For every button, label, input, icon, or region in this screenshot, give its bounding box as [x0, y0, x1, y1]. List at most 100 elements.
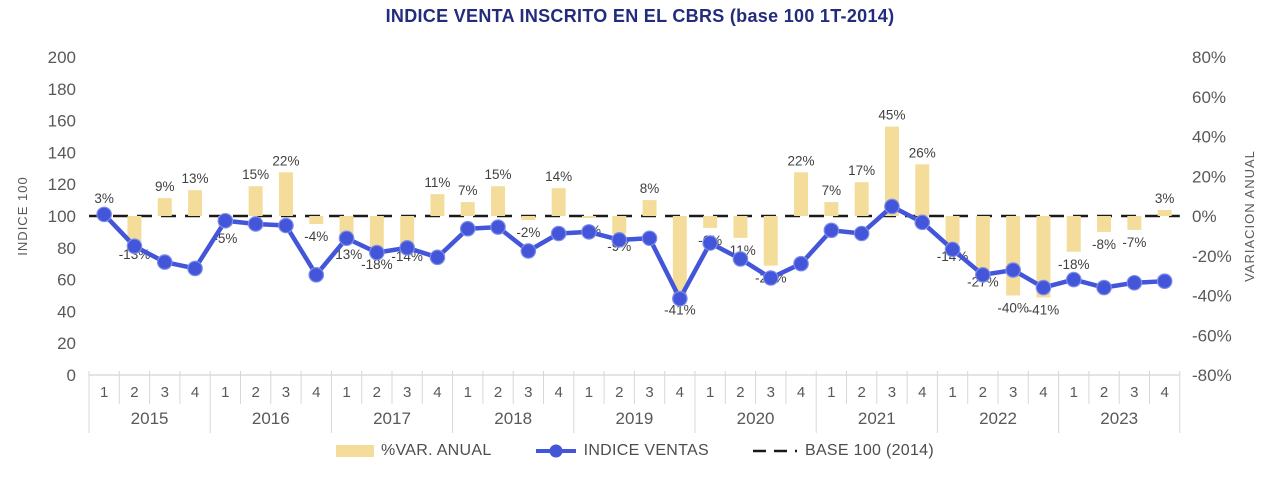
var-anual-bar — [157, 198, 172, 216]
left-axis-tick-label: 200 — [48, 48, 76, 67]
var-anual-bar — [612, 216, 627, 234]
var-anual-bar — [369, 216, 384, 252]
var-anual-bar — [521, 216, 536, 220]
line-marker — [247, 216, 264, 232]
left-axis-tick-label: 0 — [67, 366, 76, 385]
quarter-tick-label: 4 — [918, 384, 926, 401]
dash-swatch-icon — [752, 449, 797, 453]
var-anual-bar — [278, 172, 293, 216]
var-anual-bar — [1097, 216, 1112, 232]
legend-item-indice-ventas: INDICE VENTAS — [534, 442, 709, 460]
right-axis-tick-label: 60% — [1192, 88, 1226, 107]
bar-value-label: -41% — [1028, 302, 1060, 317]
legend-item-base-100: BASE 100 (2014) — [751, 442, 934, 460]
bar-value-label: 3% — [1155, 191, 1175, 206]
line-marker — [914, 214, 931, 231]
right-axis-tick-label: -20% — [1192, 247, 1232, 266]
line-marker — [459, 220, 476, 237]
var-anual-bar — [915, 164, 930, 216]
line-marker — [490, 219, 506, 235]
bar-value-label: -2% — [516, 225, 540, 240]
bar-value-label: -7% — [1122, 235, 1146, 250]
quarter-tick-label: 3 — [888, 384, 896, 401]
year-tick-label: 2020 — [737, 409, 775, 428]
bar-value-label: 26% — [909, 145, 936, 160]
bar-value-label: 11% — [424, 175, 450, 190]
quarter-tick-label: 3 — [161, 384, 169, 401]
left-axis-tick-label: 20 — [57, 334, 76, 353]
line-marker — [369, 244, 385, 261]
var-anual-bar — [1066, 216, 1081, 252]
var-anual-bar — [551, 188, 566, 216]
line-marker — [1126, 274, 1143, 291]
bar-value-label: 15% — [485, 167, 512, 182]
quarter-tick-label: 2 — [1100, 384, 1108, 401]
legend-label: INDICE VENTAS — [583, 442, 709, 459]
var-anual-bar — [672, 216, 687, 298]
quarter-tick-label: 1 — [342, 384, 350, 401]
right-axis-tick-label: -80% — [1192, 366, 1232, 385]
var-anual-bar — [188, 190, 203, 216]
bar-value-label: 7% — [822, 183, 842, 198]
var-anual-bar — [1006, 216, 1021, 296]
bar-value-label: 9% — [155, 179, 175, 194]
right-axis-tick-label: -60% — [1192, 326, 1232, 345]
quarter-tick-label: 3 — [645, 384, 653, 401]
quarter-tick-label: 1 — [221, 384, 229, 401]
line-marker — [1065, 271, 1082, 288]
bar-value-label: -40% — [997, 301, 1029, 316]
quarter-tick-label: 4 — [312, 384, 320, 401]
line-marker — [944, 241, 961, 258]
chart-title: INDICE VENTA INSCRITO EN EL CBRS (base 1… — [385, 6, 895, 26]
quarter-tick-label: 4 — [554, 384, 562, 401]
left-axis-tick-label: 60 — [57, 271, 76, 290]
quarter-tick-label: 2 — [857, 384, 865, 401]
var-anual-bar — [430, 194, 445, 216]
bar-value-label: 7% — [458, 183, 478, 198]
var-anual-bar — [975, 216, 990, 270]
quarter-tick-label: 1 — [464, 384, 472, 401]
var-anual-bar — [491, 186, 506, 216]
left-axis-tick-label: 120 — [48, 175, 76, 194]
line-marker — [581, 224, 597, 240]
quarter-tick-label: 4 — [191, 384, 199, 401]
quarter-tick-label: 3 — [524, 384, 532, 401]
line-marker — [550, 225, 567, 242]
legend-item-var-anual: %VAR. ANUAL — [335, 442, 492, 460]
var-anual-bar — [400, 216, 415, 244]
bar-value-label: 17% — [848, 163, 875, 178]
bar-value-label: -41% — [664, 302, 696, 317]
line-marker — [1005, 262, 1021, 278]
bar-value-label: -4% — [304, 229, 328, 244]
bar-value-label: -18% — [1058, 257, 1090, 272]
right-axis-tick-label: 0% — [1192, 207, 1217, 226]
var-anual-bar — [248, 186, 263, 216]
line-marker — [429, 249, 446, 266]
var-anual-bar — [884, 126, 899, 216]
left-axis-tick-label: 140 — [48, 143, 76, 162]
right-axis-tick-label: 40% — [1192, 128, 1226, 147]
line-marker — [641, 230, 658, 247]
left-axis-tick-label: 100 — [48, 207, 76, 226]
quarter-tick-label: 2 — [979, 384, 987, 401]
line-marker — [702, 235, 718, 251]
line-marker — [732, 251, 749, 267]
bar-value-label: -5% — [213, 231, 237, 246]
legend-label: BASE 100 (2014) — [804, 442, 935, 459]
right-axis-tick-label: -40% — [1192, 287, 1232, 306]
bar-value-label: 8% — [640, 181, 660, 196]
var-anual-bar — [703, 216, 718, 228]
year-tick-label: 2017 — [373, 409, 411, 428]
var-anual-bar — [794, 172, 809, 216]
quarter-tick-label: 2 — [615, 384, 623, 401]
line-marker — [217, 212, 234, 229]
var-anual-bar — [127, 216, 142, 242]
quarter-tick-label: 2 — [494, 384, 502, 401]
var-anual-bar — [854, 182, 869, 216]
quarter-tick-label: 1 — [100, 384, 108, 401]
bar-value-label: 22% — [272, 153, 299, 168]
line-marker — [884, 198, 900, 215]
line-marker — [156, 254, 173, 270]
line-marker — [338, 230, 355, 247]
